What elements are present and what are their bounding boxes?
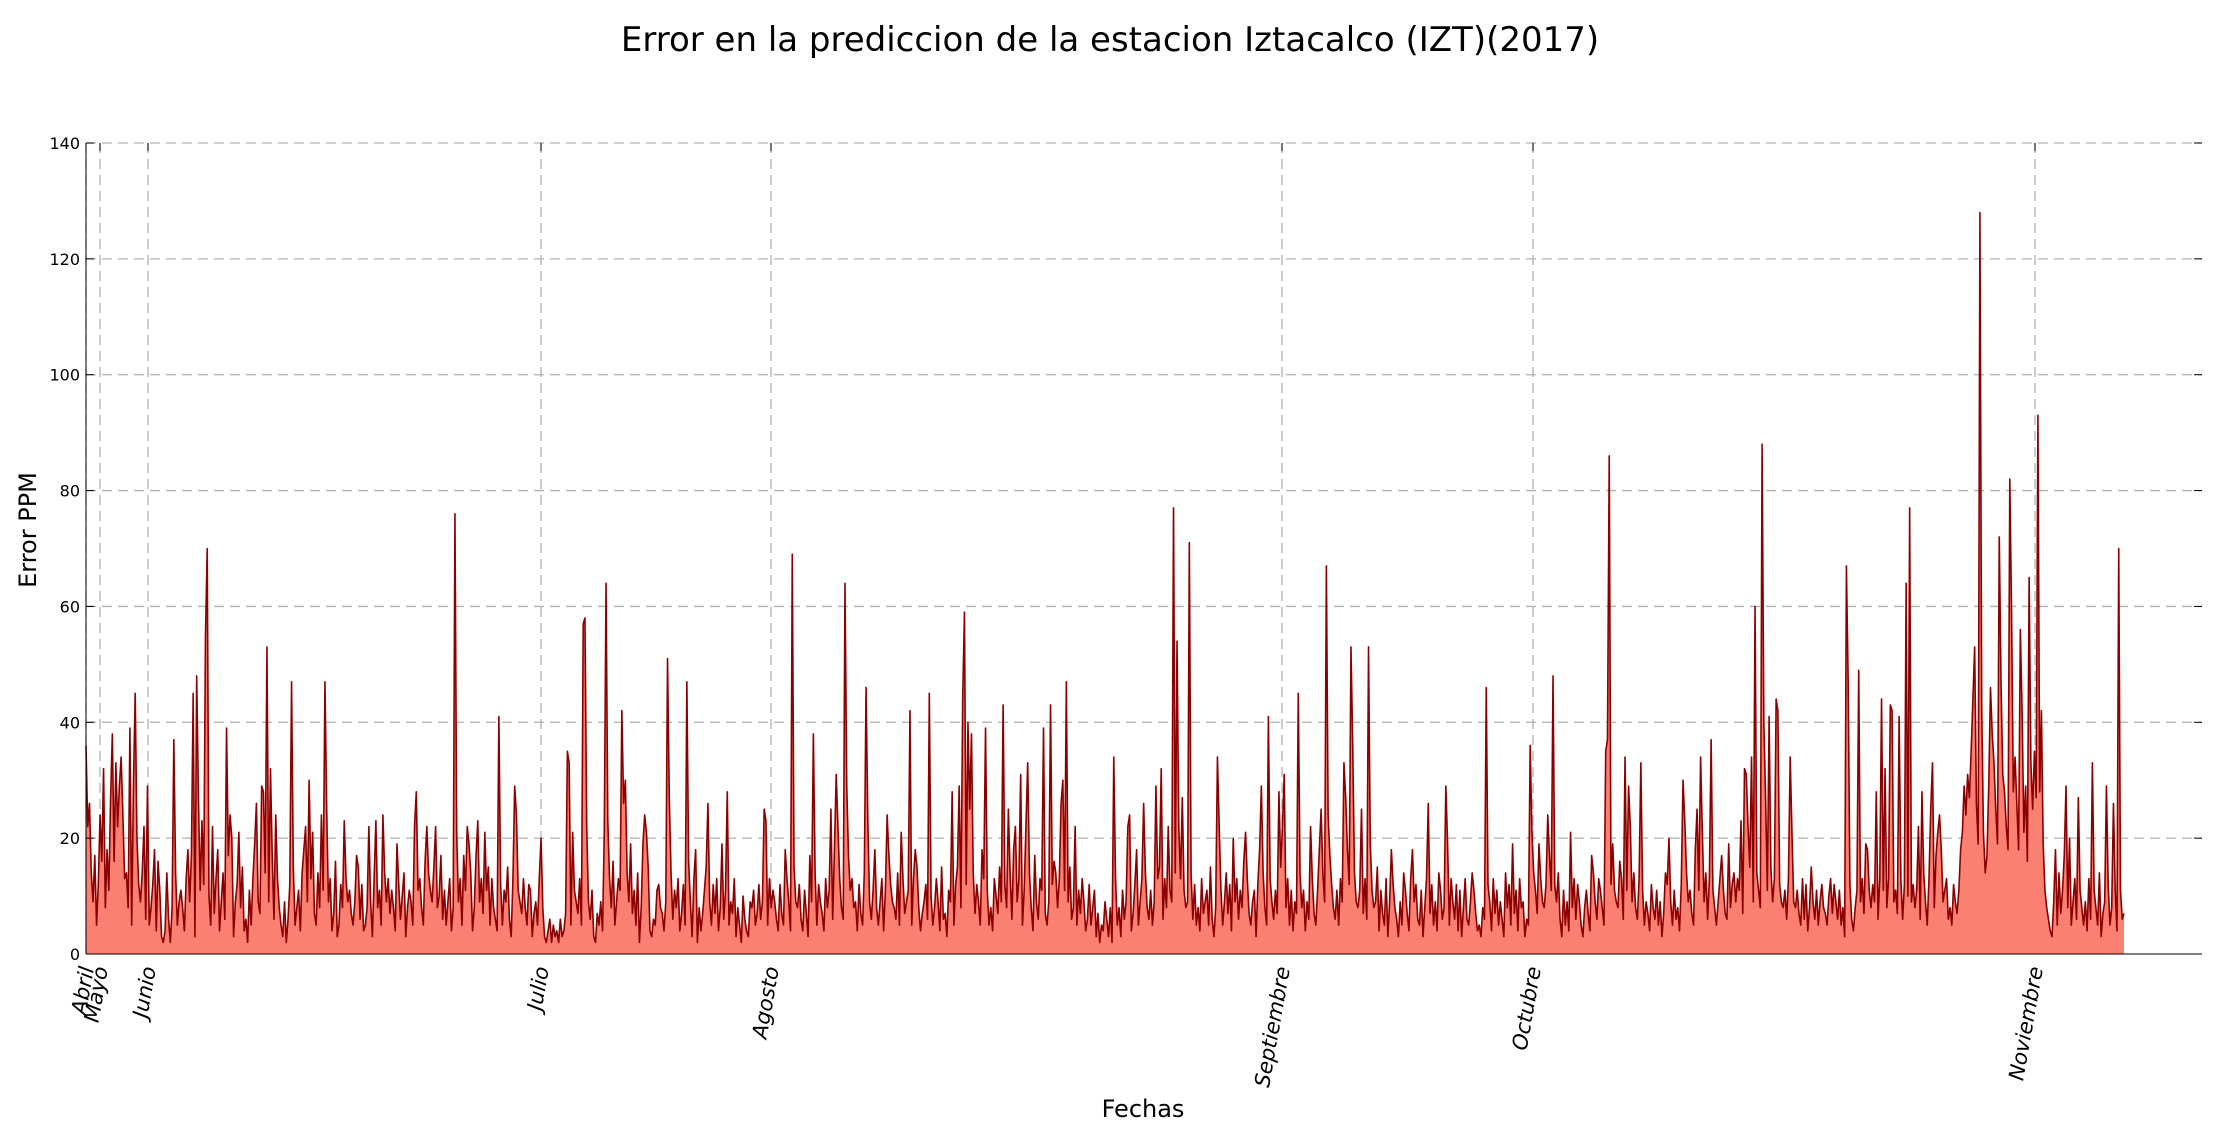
series-line xyxy=(85,211,2125,944)
x-tick-label-agosto: Agosto xyxy=(747,965,784,1043)
y-tick-label: 100 xyxy=(49,366,80,385)
series-area-fill xyxy=(86,212,2124,954)
x-axis-label: Fechas xyxy=(1102,1095,1185,1123)
x-tick-label-junio: Junio xyxy=(128,965,161,1024)
chart-title: Error en la prediccion de la estacion Iz… xyxy=(620,20,1600,60)
y-tick-label: 80 xyxy=(60,482,80,501)
y-tick-label: 0 xyxy=(70,945,80,964)
y-tick-label: 40 xyxy=(60,713,80,732)
y-axis-label: Error PPM xyxy=(14,472,42,588)
y-tick-label: 140 xyxy=(49,134,80,153)
y-tick-label: 60 xyxy=(60,597,80,616)
x-tick-label-julio: Julio xyxy=(522,965,554,1016)
y-tick-label: 120 xyxy=(49,250,80,269)
x-tick-label-octubre: Octubre xyxy=(1508,965,1546,1052)
x-tick-label-noviembre: Noviembre xyxy=(2004,965,2048,1083)
y-tick-label: 20 xyxy=(60,829,80,848)
x-tick-label-septiembre: Septiembre xyxy=(1250,965,1295,1089)
